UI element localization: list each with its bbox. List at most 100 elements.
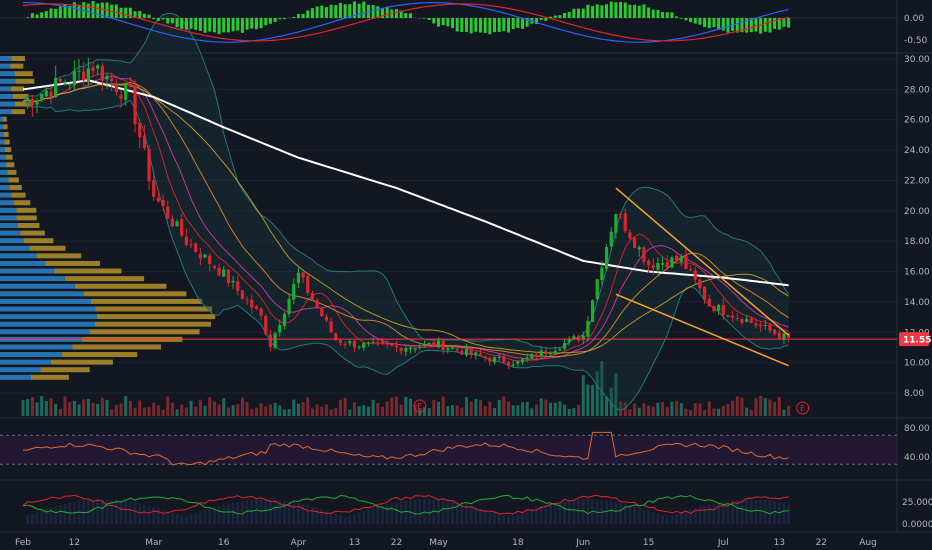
volume-bar xyxy=(735,396,739,416)
price-tick-label: 18.00 xyxy=(904,237,930,247)
adx-histogram-bar xyxy=(189,514,193,524)
adx-histogram-bar xyxy=(161,509,165,524)
macd-histogram-bar xyxy=(156,18,160,21)
candle-body xyxy=(124,83,128,100)
adx-histogram-bar xyxy=(577,499,581,524)
candle-body xyxy=(152,180,156,197)
macd-histogram-bar xyxy=(40,12,44,18)
volume-bar xyxy=(465,397,469,416)
volume-bar xyxy=(306,397,310,416)
candle-body xyxy=(184,236,188,245)
volume-profile-buy xyxy=(0,177,9,183)
adx-panel xyxy=(22,494,791,524)
adx-histogram-bar xyxy=(670,515,674,524)
candle-body xyxy=(343,344,347,346)
volume-profile-buy xyxy=(0,147,5,153)
last-price-label: 11.55 xyxy=(903,336,931,346)
adx-histogram-bar xyxy=(362,510,366,524)
macd-histogram-bar xyxy=(119,7,123,18)
adx-histogram-bar xyxy=(661,514,665,524)
volume-bar xyxy=(530,408,534,416)
adx-histogram-bar xyxy=(366,509,370,524)
volume-bar xyxy=(320,406,324,416)
macd-histogram-bar xyxy=(474,18,478,32)
macd-histogram-bar xyxy=(273,18,277,23)
rsi-band xyxy=(0,435,897,465)
volume-bar xyxy=(334,408,338,416)
macd-histogram-bar xyxy=(226,18,230,33)
volume-bar xyxy=(21,400,25,416)
volume-profile-buy xyxy=(0,207,17,213)
candle-body xyxy=(208,255,212,264)
volume-bar xyxy=(404,396,408,416)
volume-profile-buy xyxy=(0,238,25,244)
macd-histogram-bar xyxy=(376,6,380,18)
macd-histogram-bar xyxy=(525,18,529,27)
macd-histogram-bar xyxy=(642,4,646,18)
volume-profile-buy xyxy=(0,230,21,236)
candle-body xyxy=(460,350,464,355)
volume-profile-buy xyxy=(0,374,31,380)
time-tick-label: Aug xyxy=(859,538,877,548)
macd-histogram-bar xyxy=(77,4,81,18)
volume-bar xyxy=(156,405,160,416)
macd-histogram-bar xyxy=(749,18,753,33)
adx-histogram-bar xyxy=(544,504,548,524)
volume-profile-buy xyxy=(0,185,10,191)
volume-profile-sell xyxy=(45,260,101,266)
candle-body xyxy=(91,67,95,72)
volume-profile-buy xyxy=(0,162,7,168)
volume-bar xyxy=(703,409,707,416)
adx-histogram-bar xyxy=(147,505,151,524)
macd-histogram-bar xyxy=(245,18,249,30)
volume-bar xyxy=(166,396,170,416)
adx-histogram-bar xyxy=(782,503,786,524)
candle-body xyxy=(259,308,263,316)
volume-bar xyxy=(656,402,660,416)
volume-bar xyxy=(208,397,212,416)
candle-body xyxy=(268,334,273,347)
volume-profile-sell xyxy=(89,329,200,335)
macd-histogram-bar xyxy=(212,18,216,33)
bollinger-fill xyxy=(23,13,789,411)
macd-histogram-bar xyxy=(180,18,184,29)
adx-histogram-bar xyxy=(530,508,534,524)
macd-histogram-bar xyxy=(572,8,576,18)
adx-histogram-bar xyxy=(474,506,478,524)
adx-histogram-bar xyxy=(259,499,263,524)
candle-body xyxy=(576,336,581,341)
macd-histogram-bar xyxy=(250,18,254,29)
volume-bar xyxy=(511,405,515,416)
volume-bar xyxy=(427,408,431,416)
volume-profile-sell xyxy=(14,71,33,77)
macd-histogram-bar xyxy=(759,18,763,34)
volume-profile-sell xyxy=(3,116,7,122)
volume-bar xyxy=(124,396,128,416)
adx-histogram-bar xyxy=(413,499,417,524)
macd-histogram-bar xyxy=(469,18,473,34)
volume-bars xyxy=(21,361,791,416)
candle-body xyxy=(77,70,81,72)
macd-panel xyxy=(0,0,897,43)
volume-bar xyxy=(717,408,721,416)
volume-bar xyxy=(614,373,618,416)
adx-histogram-bar xyxy=(651,511,655,524)
volume-profile-buy xyxy=(0,169,8,175)
candle-body xyxy=(506,361,511,365)
macd-histogram-bar xyxy=(745,18,749,33)
volume-profile-sell xyxy=(10,63,24,69)
time-tick-label: 18 xyxy=(512,538,524,548)
volume-bar xyxy=(348,409,352,416)
adx-histogram-bar xyxy=(446,500,450,524)
macd-histogram-bar xyxy=(675,16,679,18)
candle-body xyxy=(338,340,343,344)
macd-histogram-bar xyxy=(436,18,440,27)
volume-profile-sell xyxy=(50,359,113,365)
candle-body xyxy=(572,336,576,340)
adx-histogram-bar xyxy=(707,504,711,524)
candle-body xyxy=(684,254,688,269)
volume-bar xyxy=(68,402,72,416)
candle-body xyxy=(679,256,683,262)
volume-bar xyxy=(521,402,525,416)
volume-bar xyxy=(441,396,445,416)
